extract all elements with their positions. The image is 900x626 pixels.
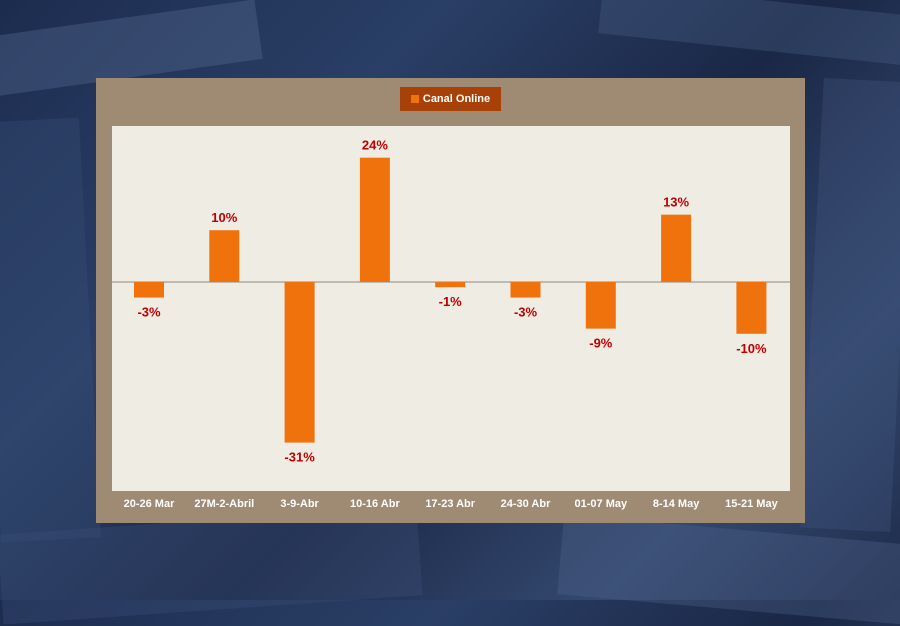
background-shape	[557, 514, 900, 626]
data-label: 24%	[362, 138, 388, 153]
x-tick-label: 24-30 Abr	[500, 498, 551, 510]
x-tick-label: 8-14 May	[652, 498, 700, 510]
bar-27M-2-Abril	[209, 230, 240, 282]
bar-20-26 Mar	[134, 282, 164, 298]
background-shape	[800, 77, 900, 533]
x-tick-label: 10-16 Abr	[350, 498, 400, 510]
x-tick-label: 17-23 Abr	[425, 498, 476, 510]
chart-frame: Canal Online -3% 10% -31% 24% -1% -3% -9% 13% -1…	[96, 78, 805, 523]
data-label: -3%	[137, 305, 161, 320]
bar-17-23 Abr	[435, 282, 466, 288]
bar-24-30 Abr	[510, 282, 541, 298]
data-label: -10%	[736, 341, 767, 356]
data-label: -1%	[439, 294, 463, 309]
bar-8-14 May	[661, 214, 692, 282]
x-tick-label: 27M-2-Abril	[194, 498, 255, 510]
data-label: -31%	[284, 450, 315, 465]
chart-legend: Canal Online	[400, 87, 501, 111]
x-tick-label: 3-9-Abr	[280, 498, 319, 510]
bar-3-9-Abr	[284, 282, 315, 443]
data-label: 13%	[663, 195, 689, 210]
background-shape	[598, 0, 900, 67]
chart-svg: -3% 10% -31% 24% -1% -3% -9% 13% -10%	[112, 138, 790, 465]
x-tick-label: 15-21 May	[725, 498, 778, 510]
x-tick-label: 20-26 Mar	[123, 498, 175, 510]
x-tick-label: 01-07 May	[574, 498, 628, 510]
data-label: -9%	[589, 336, 613, 351]
background-shape	[0, 117, 101, 543]
bar-15-21 May	[736, 282, 767, 334]
data-label: -3%	[514, 305, 538, 320]
plot-area: -3% 10% -31% 24% -1% -3% -9% 13% -10%	[112, 126, 790, 491]
data-label: 10%	[211, 210, 237, 225]
legend-label: Canal Online	[422, 93, 491, 105]
legend-swatch	[410, 95, 419, 103]
bar-01-07 May	[585, 282, 616, 329]
bar-10-16 Abr	[359, 157, 390, 282]
